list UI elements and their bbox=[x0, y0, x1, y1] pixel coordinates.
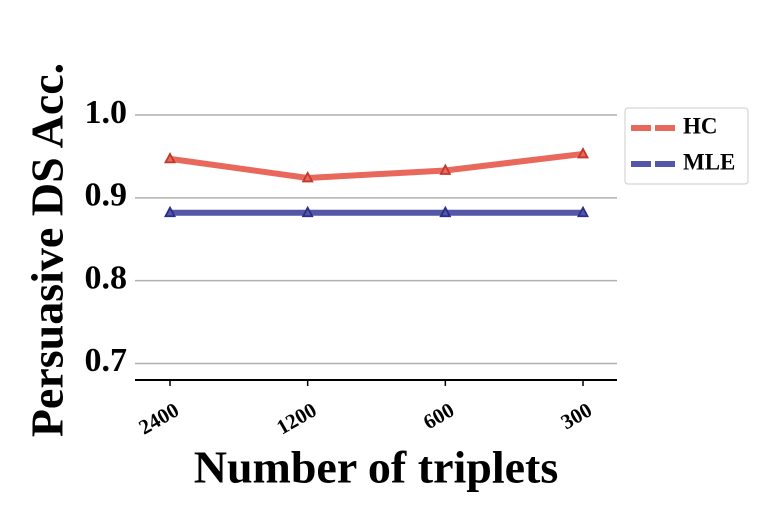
legend-label: HC bbox=[683, 113, 718, 138]
y-tick-label: 0.7 bbox=[85, 342, 128, 379]
x-tick-label: 600 bbox=[419, 398, 458, 435]
marker bbox=[577, 146, 589, 159]
y-tick-label: 0.8 bbox=[85, 259, 128, 296]
marker bbox=[439, 205, 452, 218]
legend-label: MLE bbox=[683, 149, 735, 174]
y-tick-label: 1.0 bbox=[85, 94, 128, 131]
x-tick-label: 2400 bbox=[135, 398, 183, 440]
x-tick-label: 1200 bbox=[272, 398, 320, 440]
marker bbox=[164, 205, 176, 218]
y-tick-label: 0.9 bbox=[85, 177, 128, 214]
x-axis-label: Number of triplets bbox=[194, 442, 559, 493]
marker bbox=[439, 163, 452, 175]
line bbox=[169, 150, 584, 181]
marker bbox=[301, 205, 314, 218]
x-tick-label: 300 bbox=[557, 398, 596, 435]
marker bbox=[577, 205, 589, 218]
y-axis-label: Persuasive DS Acc. bbox=[22, 63, 73, 437]
marker bbox=[164, 151, 176, 164]
marker bbox=[301, 171, 314, 183]
